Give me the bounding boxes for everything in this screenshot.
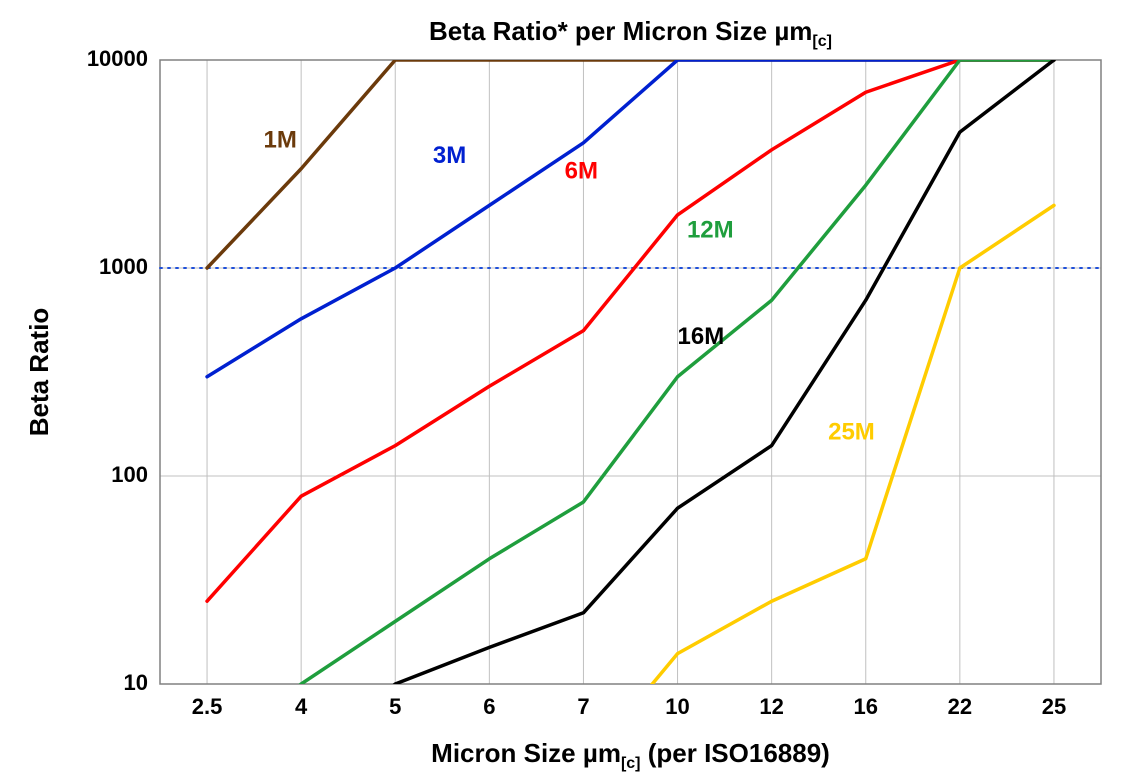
series-label: 16M	[678, 323, 725, 350]
y-tick-label: 100	[111, 462, 148, 487]
y-tick-label: 1000	[99, 254, 148, 279]
x-tick-label: 12	[759, 694, 783, 719]
series-label: 3M	[433, 142, 466, 169]
x-tick-label: 4	[295, 694, 308, 719]
x-tick-label: 22	[948, 694, 972, 719]
series-label: 12M	[687, 217, 734, 244]
chart-title: Beta Ratio* per Micron Size µm[c]	[429, 16, 832, 50]
series-label: 25M	[828, 418, 875, 445]
series-label: 6M	[565, 157, 598, 184]
chart-container: 1M 3M 6M 12M 16M 25M 2.5 4 5 6 7 10 12 16 22 25 10 100 100…	[0, 0, 1136, 784]
x-tick-label: 25	[1042, 694, 1066, 719]
x-tick-label: 6	[483, 694, 495, 719]
y-tick-label: 10	[124, 670, 148, 695]
x-tick-label: 5	[389, 694, 401, 719]
x-tick-label: 16	[854, 694, 878, 719]
x-tick-label: 2.5	[192, 694, 223, 719]
x-tick-label: 7	[577, 694, 589, 719]
x-tick-label: 10	[665, 694, 689, 719]
y-axis-label: Beta Ratio	[24, 308, 54, 437]
x-axis-label: Micron Size µm[c] (per ISO16889)	[431, 738, 830, 772]
y-tick-label: 10000	[87, 46, 148, 71]
chart-svg: 1M 3M 6M 12M 16M 25M 2.5 4 5 6 7 10 12 16 22 25 10 100 100…	[0, 0, 1136, 784]
series-label: 1M	[264, 126, 297, 153]
